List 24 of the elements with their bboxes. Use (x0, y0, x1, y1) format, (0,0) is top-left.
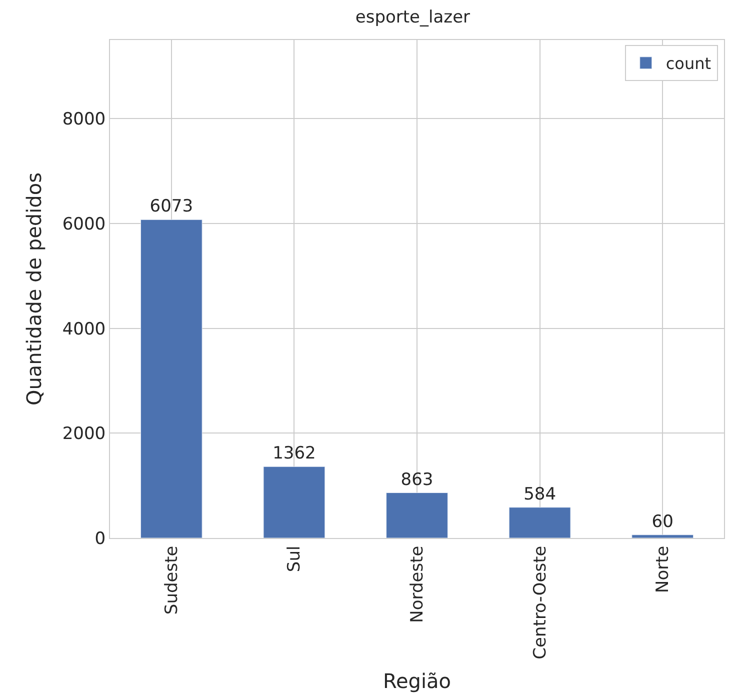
data-label: 6073 (150, 196, 194, 217)
y-tick-label: 4000 (62, 319, 106, 340)
bar (263, 466, 326, 538)
data-label: 584 (524, 484, 556, 504)
x-tick-label: Nordeste (408, 546, 428, 623)
x-tick-label: Sudeste (162, 546, 182, 615)
y-tick-label: 8000 (62, 110, 106, 130)
y-axis-title: Quantidade de pedidos (22, 172, 46, 406)
x-tick-label: Sul (284, 546, 305, 572)
bar (508, 507, 571, 538)
data-label: 863 (400, 470, 434, 490)
x-tick-label: Centro-Oeste (530, 546, 550, 660)
legend-label: count (666, 54, 711, 74)
y-tick-label: 2000 (62, 424, 106, 444)
bar (140, 219, 202, 538)
x-tick-label: Norte (653, 546, 674, 594)
bar (386, 492, 448, 538)
x-axis-title: Região (382, 668, 452, 693)
data-label: 60 (652, 512, 674, 532)
data-label: 1362 (272, 444, 316, 464)
y-tick-label: 0 (94, 528, 106, 549)
chart-title: esporte_lazer (355, 7, 470, 28)
y-tick-label: 6000 (62, 214, 106, 234)
bar (632, 534, 694, 538)
